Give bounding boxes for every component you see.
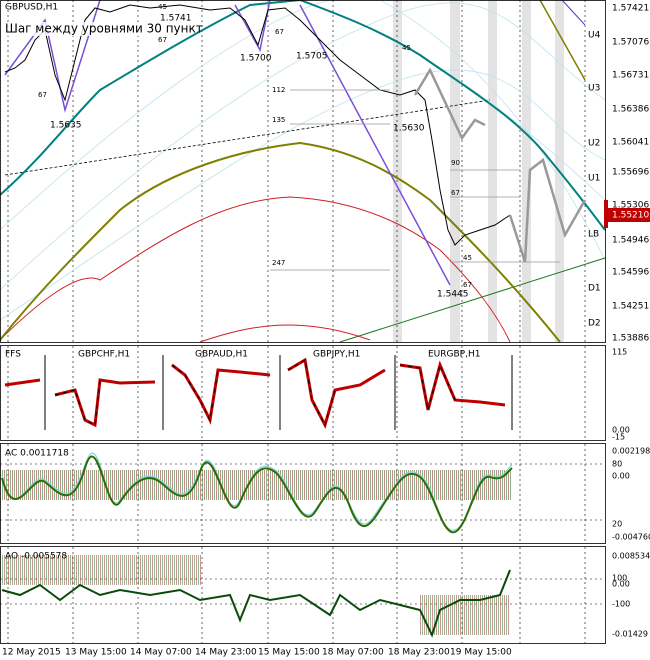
ao-tick: -100: [612, 600, 630, 609]
price-tick: 1.56731: [612, 71, 649, 81]
price-tick: 1.54251: [612, 302, 649, 312]
ffs-tick: 0.00: [612, 426, 630, 435]
price-tick: 1.57076: [612, 38, 649, 48]
current-price: 1.55210: [612, 211, 649, 221]
time-tick: 15 May 15:00: [258, 648, 320, 658]
ao-tick: -0.01429: [612, 630, 648, 639]
note: Шаг между уровнями 30 пункт: [5, 22, 203, 36]
price-label: 1.5705: [296, 52, 328, 62]
ac-panel: AC 0.0011718: [0, 449, 605, 534]
price-label: 1.5635: [50, 121, 82, 131]
ac-tick: 20: [612, 520, 622, 529]
ao-tick: 0.00: [612, 580, 630, 589]
count: 45: [402, 44, 411, 52]
level-label: U1: [588, 174, 600, 184]
ffs-tick: 115: [612, 348, 627, 357]
price-label: 1.5741: [160, 14, 192, 24]
level-label: U2: [588, 139, 600, 149]
time-tick: 14 May 23:00: [195, 648, 257, 658]
level-label: U3: [588, 84, 600, 94]
price-tick: 1.54946: [612, 236, 649, 246]
ac-tick: 0.002198: [612, 447, 650, 456]
count: 67: [463, 281, 472, 289]
ffs-tick: -15: [612, 433, 625, 442]
ao-tick: 0.008534: [612, 552, 650, 561]
level-label: LB: [588, 230, 599, 240]
time-tick: 12 May 2015: [2, 648, 61, 658]
ffs-panel: FFS GBPCHF,H1 GBPAUD,H1 GBPJPY,H1 EURGBP…: [4, 350, 513, 430]
count: 135: [272, 116, 285, 124]
ffs-symbol: EURGBP,H1: [428, 350, 480, 360]
count: 45: [463, 254, 472, 262]
main-chart: GBPUSD,H1 Шаг между уровнями 30 пункт 1.…: [0, 0, 606, 643]
ao-panel: AO -0.005578: [0, 552, 605, 638]
level-label: D1: [588, 284, 601, 294]
count: 67: [38, 91, 47, 99]
count: 45: [158, 3, 167, 11]
current-price-box: [605, 208, 650, 222]
ffs-symbol: GBPAUD,H1: [195, 350, 248, 360]
ac-tick: 0.00: [612, 472, 630, 481]
price-label: 1.5700: [240, 54, 272, 64]
ac-tick: 80: [612, 460, 622, 469]
price-tick: 1.53886: [612, 334, 649, 344]
time-tick: 13 May 15:00: [65, 648, 127, 658]
ffs-symbol: GBPCHF,H1: [78, 350, 130, 360]
time-tick: 18 May 23:00: [388, 648, 450, 658]
panel-frames: [0, 0, 606, 644]
ffs-symbol: GBPJPY,H1: [313, 350, 360, 360]
count: 247: [272, 259, 285, 267]
count: 67: [158, 36, 167, 44]
time-tick: 14 May 07:00: [130, 648, 192, 658]
price-tick: 1.55696: [612, 168, 649, 178]
price-tick: 1.56386: [612, 105, 649, 115]
ao-tick: 100: [612, 574, 627, 583]
price-tick: 1.57421: [612, 4, 649, 14]
price-label: 1.5630: [393, 124, 425, 134]
symbol: GBPUSD,H1: [5, 3, 58, 13]
price-tick: 1.56041: [612, 138, 649, 148]
ao-title: AO -0.005578: [5, 552, 67, 562]
price-label: 1.5445: [437, 290, 469, 300]
ffs-title: FFS: [5, 350, 21, 360]
count: 90: [451, 159, 460, 167]
time-tick: 19 May 15:00: [450, 648, 512, 658]
price-tick: 1.54596: [612, 268, 649, 278]
count: 67: [451, 189, 460, 197]
level-label: D2: [588, 319, 601, 329]
count: 67: [275, 28, 284, 36]
count: 112: [272, 86, 285, 94]
time-tick: 18 May 07:00: [322, 648, 384, 658]
ac-tick: -0.004760: [612, 533, 650, 542]
level-label: U4: [588, 31, 601, 41]
price-tick: 1.55306: [612, 201, 649, 211]
ac-title: AC 0.0011718: [5, 449, 69, 459]
